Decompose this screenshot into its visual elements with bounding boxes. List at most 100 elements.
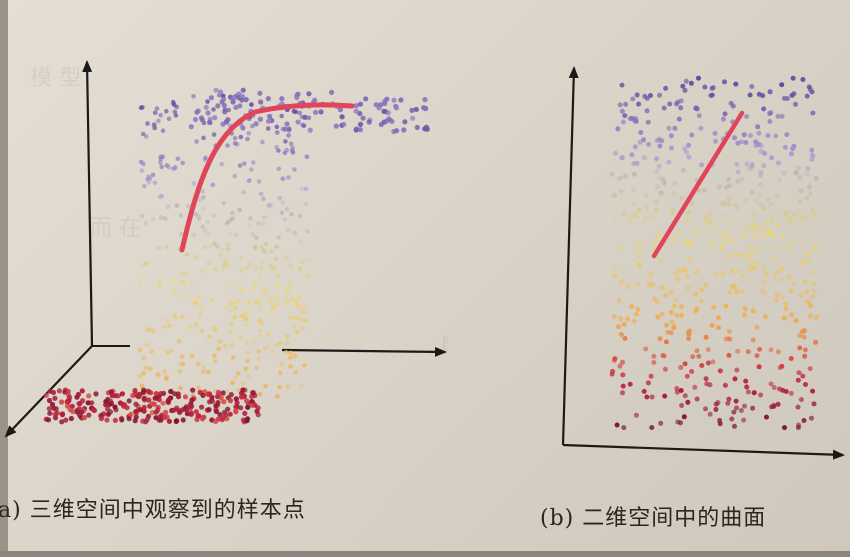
sample-point bbox=[156, 414, 163, 420]
sample-point bbox=[164, 414, 170, 420]
sample-point bbox=[192, 300, 197, 306]
sample-point bbox=[683, 78, 689, 84]
sample-point bbox=[146, 327, 152, 333]
sample-point bbox=[253, 244, 258, 250]
sample-point bbox=[797, 208, 803, 214]
sample-point bbox=[294, 329, 300, 335]
sample-point bbox=[307, 127, 313, 133]
sample-point bbox=[721, 116, 726, 122]
sample-point bbox=[671, 190, 677, 196]
sample-point bbox=[195, 108, 201, 114]
sample-point bbox=[704, 217, 710, 223]
sample-point bbox=[755, 124, 761, 130]
sample-point bbox=[238, 286, 244, 292]
sample-point bbox=[144, 134, 149, 139]
sample-point bbox=[777, 177, 782, 183]
sample-point bbox=[210, 182, 216, 188]
sample-point bbox=[203, 228, 208, 234]
sample-point bbox=[139, 213, 145, 219]
sample-point bbox=[152, 180, 158, 185]
sample-point bbox=[142, 397, 148, 403]
sample-point bbox=[631, 171, 637, 177]
sample-point bbox=[634, 311, 639, 317]
sample-point bbox=[797, 333, 803, 339]
sample-point bbox=[166, 116, 172, 122]
sample-point bbox=[771, 385, 777, 390]
sample-point bbox=[766, 227, 772, 233]
sample-point bbox=[255, 279, 260, 284]
sample-point bbox=[226, 107, 231, 113]
sample-point bbox=[750, 233, 756, 239]
sample-point bbox=[715, 400, 721, 406]
sample-point bbox=[175, 394, 182, 400]
sample-point bbox=[246, 178, 252, 183]
sample-point bbox=[759, 287, 765, 293]
sample-point bbox=[238, 288, 244, 294]
sample-point bbox=[740, 232, 746, 238]
sample-point bbox=[261, 289, 266, 295]
sample-point bbox=[263, 346, 268, 351]
sample-point bbox=[213, 408, 219, 414]
sample-point bbox=[214, 244, 220, 249]
sample-point bbox=[779, 277, 785, 283]
sample-point bbox=[678, 105, 684, 111]
sample-point bbox=[225, 406, 231, 412]
sample-point bbox=[787, 216, 793, 221]
sample-point bbox=[622, 173, 628, 179]
sample-point bbox=[252, 280, 257, 286]
sample-point bbox=[694, 269, 700, 275]
sample-point bbox=[775, 257, 780, 263]
sample-point bbox=[249, 402, 255, 408]
sample-point bbox=[643, 192, 649, 198]
sample-point bbox=[636, 207, 642, 213]
sample-point bbox=[228, 301, 234, 307]
sample-point bbox=[172, 313, 177, 318]
sample-point bbox=[781, 315, 787, 321]
sample-point bbox=[744, 384, 750, 390]
sample-point bbox=[164, 108, 169, 114]
sample-point bbox=[130, 392, 136, 399]
sample-point bbox=[245, 136, 250, 142]
sample-point bbox=[312, 97, 318, 103]
sample-point bbox=[302, 114, 308, 120]
sample-point bbox=[286, 133, 291, 138]
sample-point bbox=[632, 144, 638, 150]
sample-point bbox=[671, 303, 677, 309]
sample-point bbox=[305, 274, 310, 280]
sample-point bbox=[689, 132, 695, 138]
sample-point bbox=[223, 258, 228, 264]
panel-a-caption: a) 三维空间中观察到的样本点 bbox=[0, 498, 306, 523]
sample-point bbox=[796, 370, 802, 376]
sample-point bbox=[299, 383, 304, 389]
sample-point bbox=[749, 162, 755, 168]
sample-point bbox=[616, 245, 622, 251]
sample-point bbox=[611, 314, 617, 319]
sample-point bbox=[243, 97, 249, 103]
sample-point bbox=[181, 280, 186, 285]
sample-point bbox=[254, 365, 260, 370]
sample-point bbox=[675, 419, 681, 425]
sample-point bbox=[171, 166, 176, 172]
sample-point bbox=[65, 399, 71, 405]
sample-point bbox=[279, 361, 284, 367]
sample-point bbox=[613, 217, 619, 223]
sample-point bbox=[645, 119, 651, 125]
sample-point bbox=[276, 235, 282, 240]
sample-point bbox=[810, 110, 816, 116]
sample-point bbox=[648, 272, 654, 278]
sample-point bbox=[769, 214, 775, 220]
sample-point bbox=[682, 269, 688, 275]
sample-point bbox=[673, 297, 679, 303]
panel-b-axes bbox=[561, 66, 845, 460]
sample-point bbox=[738, 408, 744, 413]
sample-point bbox=[644, 204, 650, 210]
sample-point bbox=[189, 280, 195, 285]
sample-point bbox=[194, 139, 199, 144]
sample-point bbox=[292, 167, 297, 172]
sample-point bbox=[703, 376, 709, 382]
sample-point bbox=[802, 353, 808, 359]
sample-point bbox=[680, 83, 686, 89]
sample-point bbox=[720, 271, 726, 277]
sample-point bbox=[206, 232, 211, 237]
sample-point bbox=[253, 300, 259, 305]
